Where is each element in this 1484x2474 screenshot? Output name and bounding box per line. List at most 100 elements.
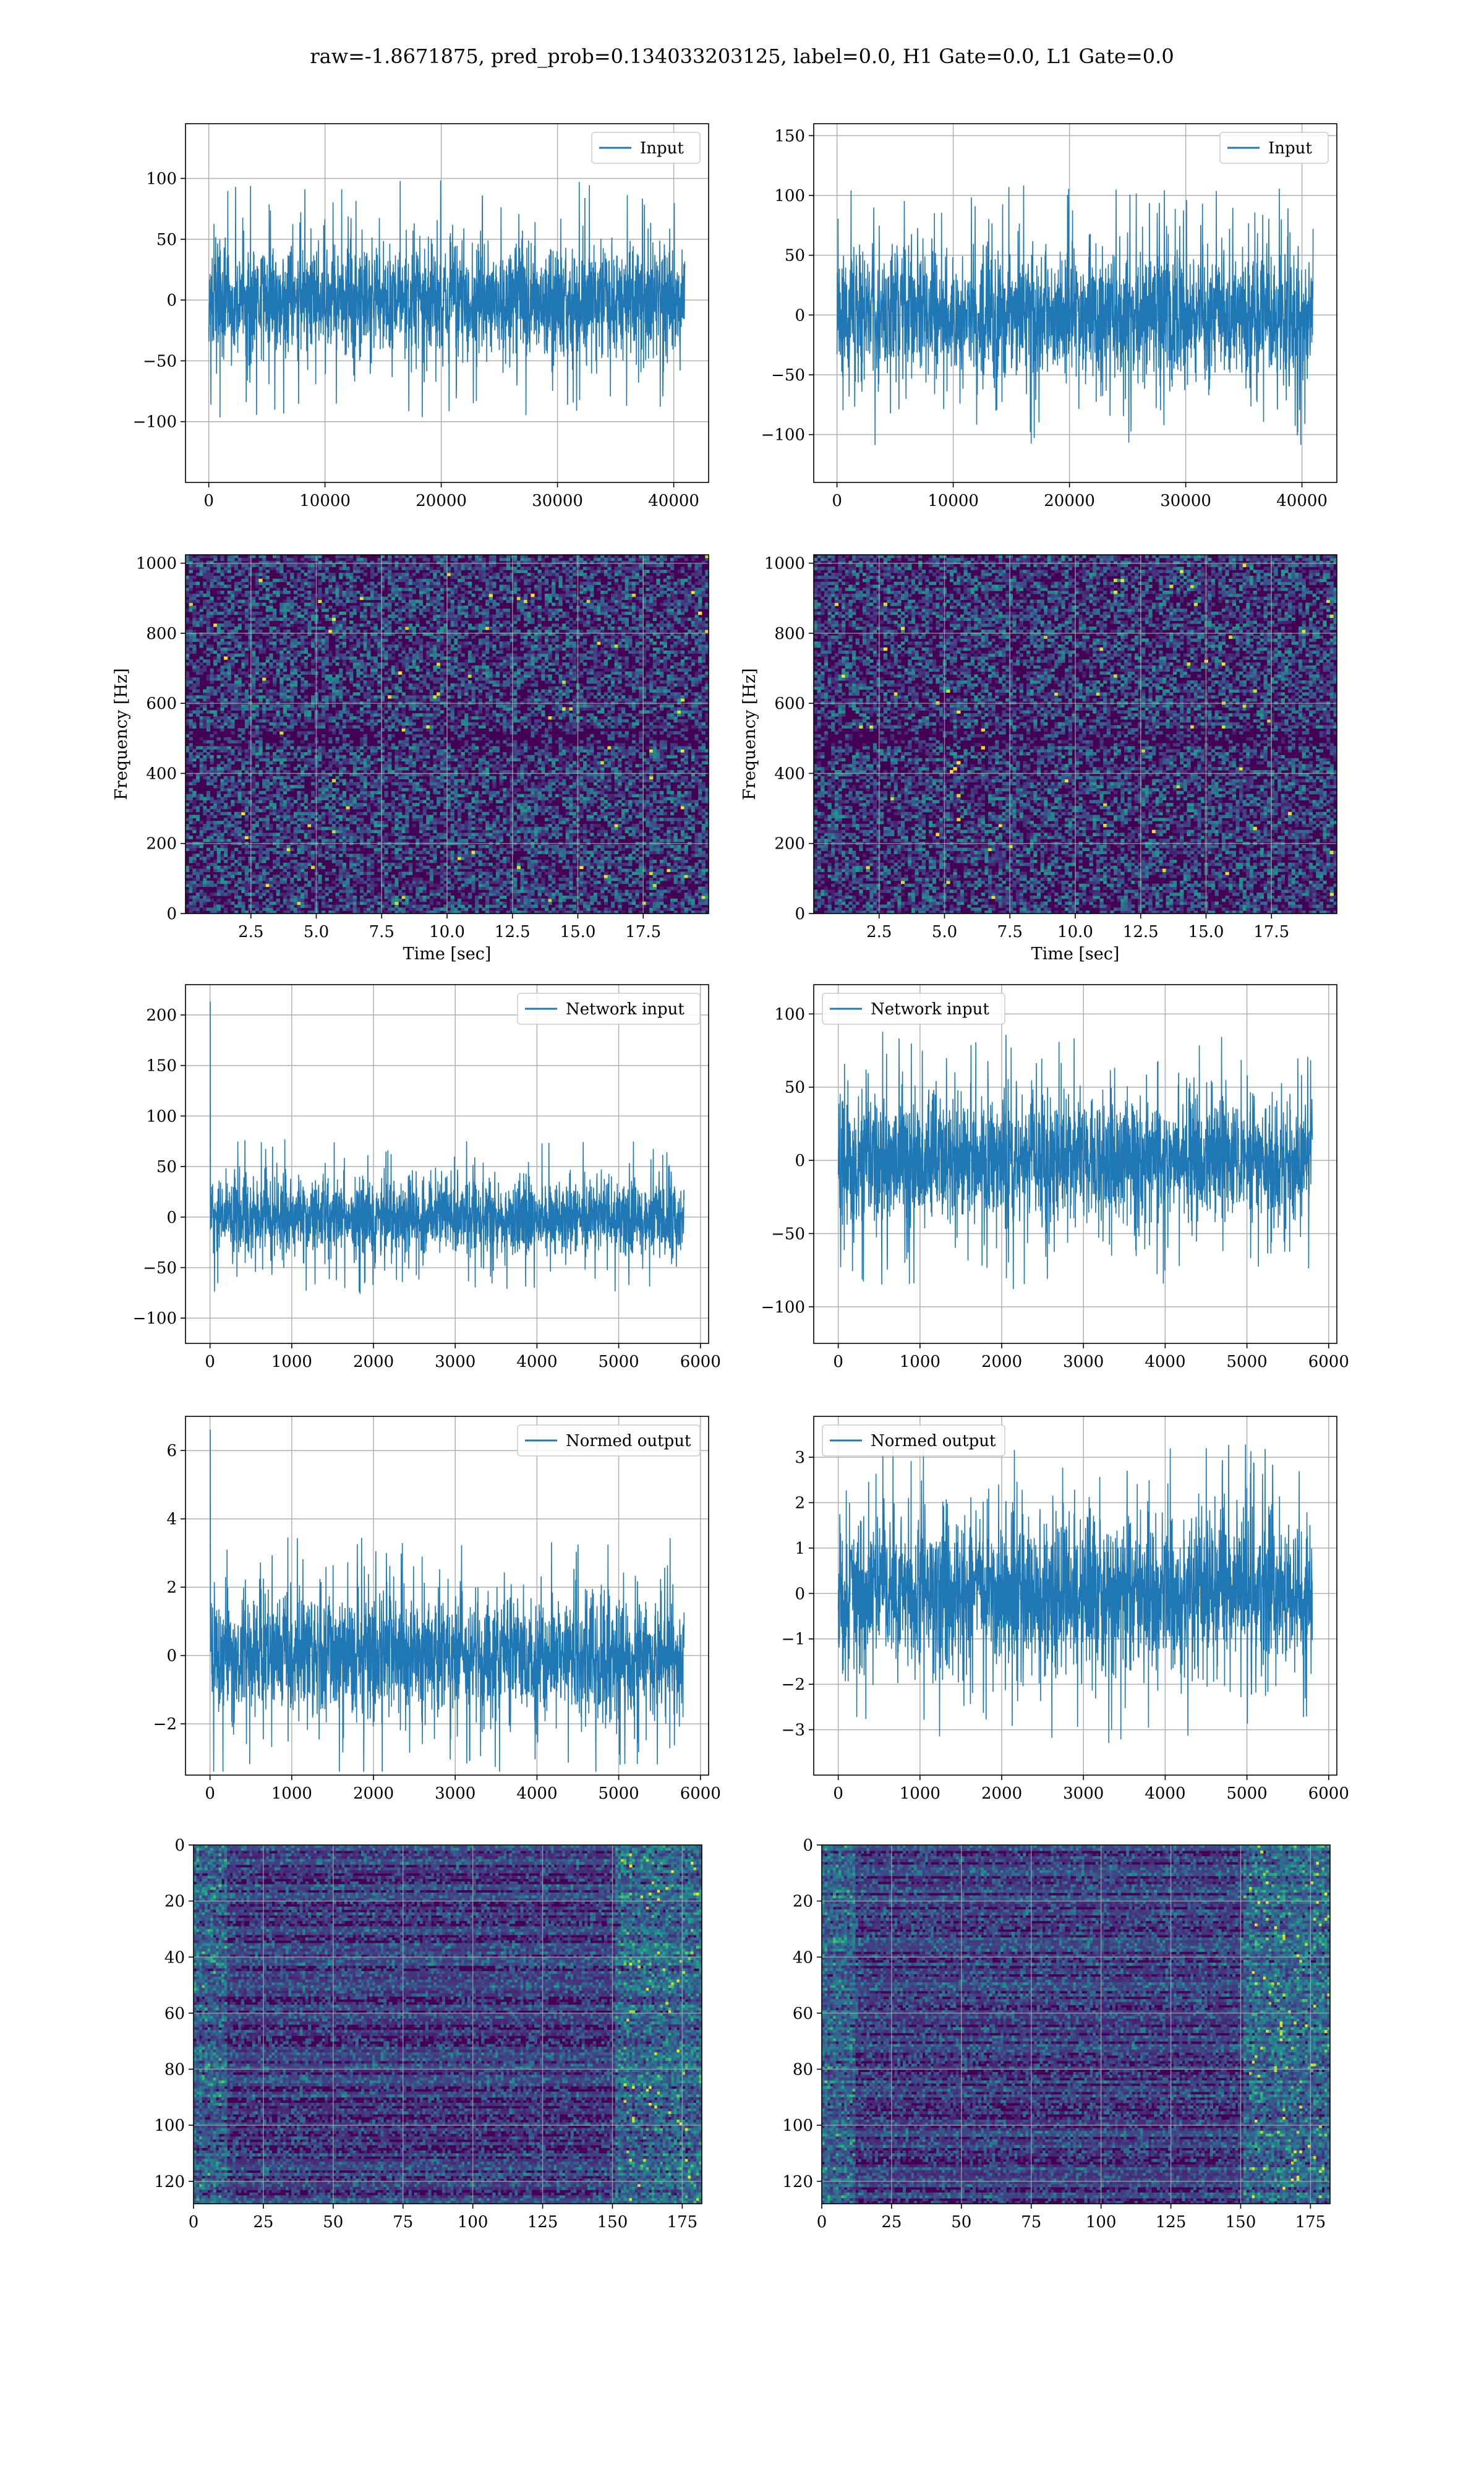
heatmap-cell (367, 854, 370, 857)
heatmap-cell (388, 708, 391, 711)
heatmap-cell (328, 785, 332, 788)
heatmap-cell (349, 863, 353, 866)
heatmap-cell (287, 800, 291, 803)
heatmap-cell (409, 755, 412, 758)
heatmap-cell (290, 659, 294, 662)
heatmap-cell (283, 677, 287, 680)
heatmap-cell (224, 606, 228, 609)
heatmap-cell (249, 644, 252, 648)
heatmap-cell (255, 755, 259, 758)
heatmap-cell (213, 869, 217, 872)
heatmap-cell (220, 905, 224, 908)
heatmap-cell (311, 878, 315, 881)
heatmap-cell (426, 871, 430, 875)
heatmap-cell (412, 776, 416, 779)
heatmap-cell (360, 776, 364, 779)
heatmap-cell (398, 579, 402, 582)
heatmap-cell (423, 851, 427, 854)
heatmap-cell (423, 755, 427, 758)
heatmap-cell (336, 588, 339, 591)
heatmap-cell (343, 687, 346, 690)
heatmap-cell (294, 683, 297, 687)
heatmap-cell (367, 794, 370, 797)
heatmap-cell (391, 782, 395, 785)
heatmap-cell (419, 594, 423, 597)
heatmap-cell (423, 839, 427, 842)
heatmap-cell (430, 651, 433, 654)
heatmap-cell (304, 737, 308, 740)
heatmap-cell (249, 857, 252, 860)
heatmap-cell (311, 615, 315, 618)
heatmap-cell (405, 731, 409, 734)
heatmap-cell (364, 695, 367, 698)
heatmap-cell (220, 728, 224, 731)
heatmap-cell (370, 612, 374, 615)
heatmap-cell (360, 812, 364, 815)
heatmap-cell (258, 690, 262, 693)
heatmap-cell (238, 812, 242, 815)
heatmap-cell (301, 722, 304, 726)
heatmap-cell (249, 731, 252, 734)
heatmap-cell (346, 594, 349, 597)
heatmap-cell (412, 848, 416, 851)
heatmap-cell (384, 606, 388, 609)
heatmap-cell (391, 594, 395, 597)
heatmap-cell (353, 692, 357, 695)
heatmap-cell (367, 695, 370, 698)
heatmap-cell (394, 573, 398, 576)
heatmap-cell (377, 695, 381, 698)
heatmap-cell (269, 648, 273, 651)
heatmap-cell (419, 584, 423, 588)
heatmap-cell (332, 677, 336, 680)
heatmap-cell (294, 567, 297, 570)
heatmap-cell (283, 881, 287, 884)
heatmap-cell (419, 791, 423, 794)
heatmap-cell (384, 755, 388, 758)
heatmap-cell (322, 644, 325, 648)
heatmap-cell (287, 704, 291, 708)
heatmap-cell (339, 889, 343, 892)
heatmap-cell (394, 588, 398, 591)
heatmap-cell (360, 889, 364, 892)
heatmap-cell (241, 803, 245, 806)
heatmap-cell (258, 726, 262, 729)
heatmap-cell (377, 791, 381, 794)
heatmap-cell (433, 818, 437, 821)
heatmap-cell (405, 627, 409, 630)
heatmap-cell (419, 827, 423, 830)
heatmap-cell (213, 770, 217, 773)
heatmap-cell (346, 627, 349, 630)
heatmap-cell (266, 854, 270, 857)
heatmap-cell (364, 782, 367, 785)
heatmap-cell (283, 800, 287, 803)
heatmap-cell (318, 878, 322, 881)
heatmap-cell (353, 752, 357, 755)
heatmap-cell (228, 839, 231, 842)
heatmap-cell (231, 564, 234, 567)
heatmap-cell (269, 892, 273, 896)
heatmap-cell (307, 863, 311, 866)
heatmap-cell (287, 809, 291, 812)
heatmap-cell (238, 648, 242, 651)
heatmap-cell (364, 803, 367, 806)
heatmap-cell (388, 737, 391, 740)
heatmap-cell (405, 698, 409, 701)
heatmap-cell (210, 564, 213, 567)
heatmap-cell (394, 806, 398, 809)
heatmap-cell (262, 752, 266, 755)
heatmap-cell (360, 788, 364, 791)
heatmap-cell (402, 576, 406, 579)
heatmap-cell (394, 821, 398, 824)
heatmap-cell (332, 761, 336, 764)
heatmap-cell (349, 758, 353, 761)
heatmap-cell (419, 824, 423, 827)
heatmap-cell (238, 669, 242, 672)
heatmap-cell (213, 716, 217, 719)
heatmap-cell (224, 570, 228, 573)
heatmap-cell (207, 618, 210, 621)
heatmap-cell (398, 755, 402, 758)
heatmap-cell (249, 716, 252, 719)
heatmap-cell (405, 573, 409, 576)
heatmap-cell (217, 584, 221, 588)
heatmap-cell (249, 704, 252, 708)
